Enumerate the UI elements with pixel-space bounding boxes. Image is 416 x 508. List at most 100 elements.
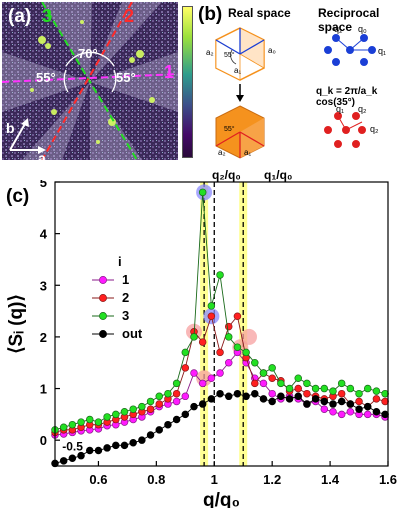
series-point-out xyxy=(242,392,250,401)
series-point-3 xyxy=(181,348,190,357)
series-point-2 xyxy=(224,322,233,331)
top-label-q1: q₁/q₀ xyxy=(264,168,293,182)
series-point-out xyxy=(329,400,337,408)
legend-label-1: 1 xyxy=(122,272,129,287)
real-space-hexagon-bottom xyxy=(215,105,265,159)
series-point-out xyxy=(155,426,163,434)
series-point-3 xyxy=(259,369,268,377)
series-point-out xyxy=(216,389,224,398)
lattice-label-a1-top: a₁ xyxy=(234,66,242,75)
real-space-title: Real space xyxy=(228,6,291,20)
series-point-2 xyxy=(181,364,190,372)
series-point-2 xyxy=(233,312,242,321)
highlight-band-0 xyxy=(200,182,209,466)
series-point-3 xyxy=(146,397,155,406)
series-point-1 xyxy=(346,408,355,416)
series-point-1 xyxy=(181,392,190,401)
legend-label-2: 2 xyxy=(122,290,129,305)
series-point-1 xyxy=(190,369,198,377)
legend-marker-out xyxy=(99,330,107,338)
series-point-out xyxy=(294,392,302,401)
series-point-3 xyxy=(311,384,320,393)
series-point-3 xyxy=(112,410,120,419)
reciprocal-space-title: Reciprocal space xyxy=(318,6,380,34)
direction-label-2: 2 xyxy=(124,6,135,26)
series-point-out xyxy=(77,451,85,460)
y-tick-label: 3 xyxy=(40,278,47,293)
x-tick-label: 1.4 xyxy=(321,472,340,487)
x-tick-label: 1.2 xyxy=(263,472,281,487)
lattice-label-angle-bottom: 55° xyxy=(224,126,235,133)
series-point-3 xyxy=(242,348,250,357)
series-point-3 xyxy=(77,418,85,426)
series-point-1 xyxy=(224,358,233,367)
point-annotation: -0.5 xyxy=(62,440,83,454)
lattice-label-a1-bottom: a₁ xyxy=(244,148,252,157)
x-tick-label: 1.6 xyxy=(379,472,397,487)
series-point-out xyxy=(233,389,242,398)
highlight-circle-5 xyxy=(241,328,258,345)
series-point-2 xyxy=(207,312,216,321)
x-axis-label: q/q₀ xyxy=(203,490,240,508)
series-point-3 xyxy=(303,379,311,388)
series-point-2 xyxy=(251,379,259,388)
x-tick-label: 0.8 xyxy=(147,472,165,487)
top-label-q2: q₂/q₀ xyxy=(212,168,241,182)
series-point-2 xyxy=(172,389,181,398)
x-tick-label: 0.6 xyxy=(89,472,107,487)
series-point-3 xyxy=(224,333,233,341)
direction-label-1: 1 xyxy=(164,62,175,82)
series-point-1 xyxy=(207,374,216,382)
plot-frame xyxy=(54,181,389,467)
series-point-out xyxy=(129,439,137,447)
y-tick-label: 1 xyxy=(40,382,47,397)
series-point-3 xyxy=(138,402,146,411)
series-point-2 xyxy=(146,405,155,413)
series-point-3 xyxy=(268,364,276,372)
series-point-out xyxy=(181,410,190,419)
lattice-label-a2-top: a₂ xyxy=(206,48,214,57)
series-point-out xyxy=(85,446,94,455)
series-point-out xyxy=(363,402,372,411)
series-point-3 xyxy=(172,379,181,388)
y-tick-label: 0 xyxy=(40,433,47,448)
red-label-q2-right: q₂ xyxy=(370,124,379,134)
lattice-label-a0-top: a₀ xyxy=(268,46,276,55)
series-point-out xyxy=(224,392,233,401)
series-point-3 xyxy=(355,389,363,398)
series-point-2 xyxy=(355,397,363,406)
series-point-3 xyxy=(329,387,337,395)
series-point-out xyxy=(285,395,294,403)
panel-a: (a) 3 2 1 70° 55° 55° b a xyxy=(1,1,179,166)
series-point-3 xyxy=(337,379,346,388)
legend-label-out: out xyxy=(122,326,143,341)
series-point-out xyxy=(138,436,146,444)
y-tick-label: 5 xyxy=(40,180,47,190)
series-point-2 xyxy=(372,395,381,403)
series-point-out xyxy=(251,389,259,398)
axis-label-b: b xyxy=(6,120,15,136)
y-tick-label: 4 xyxy=(40,227,48,242)
panel-c-label: (c) xyxy=(6,186,30,207)
angle-55-right: 55° xyxy=(116,70,136,85)
series-point-out xyxy=(164,420,172,429)
series-point-out xyxy=(198,400,207,408)
series-point-1 xyxy=(172,397,181,406)
series-point-out xyxy=(207,395,216,403)
series-point-3 xyxy=(68,420,77,429)
series-point-out xyxy=(346,400,355,408)
series-point-out xyxy=(94,446,103,455)
reciprocal-formula: q_k = 2π/a_k cos(35°) xyxy=(316,86,378,108)
series-point-1 xyxy=(198,379,207,388)
legend-label-3: 3 xyxy=(122,308,129,323)
series-point-3 xyxy=(277,379,285,388)
series-point-out xyxy=(112,441,120,450)
series-point-3 xyxy=(251,358,259,367)
series-point-1 xyxy=(329,408,337,416)
blue-label-q2: q₂ xyxy=(334,24,343,34)
series-point-out xyxy=(277,392,285,401)
series-point-2 xyxy=(303,389,311,398)
direction-label-3: 3 xyxy=(42,6,53,26)
series-point-2 xyxy=(216,348,224,357)
angle-70: 70° xyxy=(78,46,98,61)
